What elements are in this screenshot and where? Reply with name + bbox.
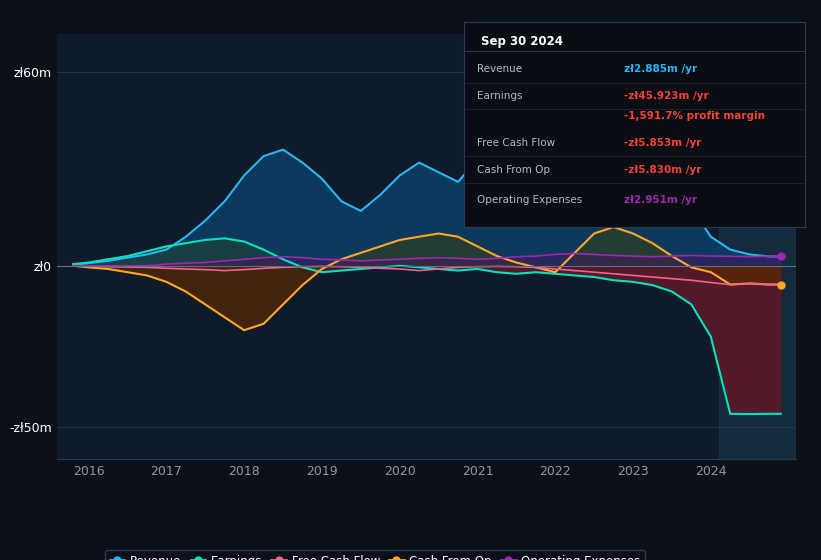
Text: -zł5.853m /yr: -zł5.853m /yr [624, 138, 701, 148]
Text: Sep 30 2024: Sep 30 2024 [481, 35, 563, 48]
Text: zł2.885m /yr: zł2.885m /yr [624, 64, 697, 74]
Text: -zł5.830m /yr: -zł5.830m /yr [624, 165, 701, 175]
Text: zł2.951m /yr: zł2.951m /yr [624, 195, 697, 205]
Text: Cash From Op: Cash From Op [478, 165, 551, 175]
Text: -1,591.7% profit margin: -1,591.7% profit margin [624, 111, 765, 122]
Text: Revenue: Revenue [478, 64, 523, 74]
Bar [718, 34, 796, 459]
Legend: Revenue, Earnings, Free Cash Flow, Cash From Op, Operating Expenses: Revenue, Earnings, Free Cash Flow, Cash … [105, 550, 645, 560]
Text: Earnings: Earnings [478, 91, 523, 101]
Text: Free Cash Flow: Free Cash Flow [478, 138, 556, 148]
Text: -zł45.923m /yr: -zł45.923m /yr [624, 91, 709, 101]
Text: Operating Expenses: Operating Expenses [478, 195, 583, 205]
